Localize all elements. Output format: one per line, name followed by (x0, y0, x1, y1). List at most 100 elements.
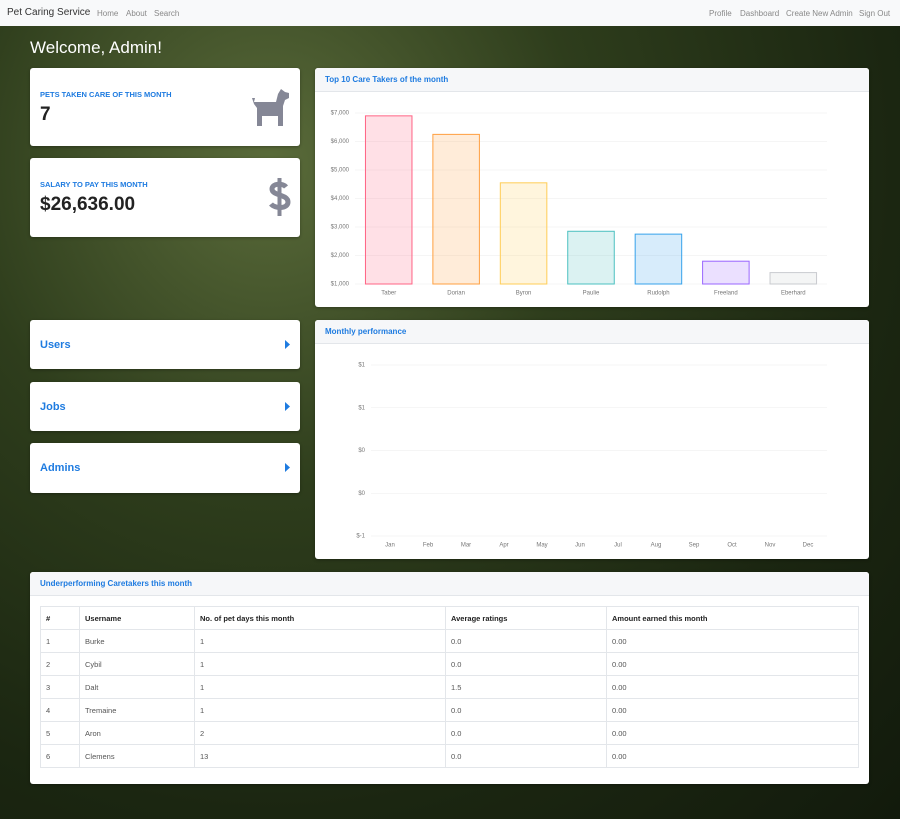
table-card: Underperforming Caretakers this month # U… (30, 572, 869, 784)
x-tick-label: Apr (499, 543, 508, 549)
table-cell: 3 (40, 675, 80, 699)
x-tick-label: Nov (765, 543, 776, 549)
bar (364, 115, 413, 285)
table-cell: 2 (40, 652, 80, 676)
table-row: 5 Aron 2 0.0 0.00 (40, 721, 859, 745)
nav-link[interactable]: About (126, 9, 147, 18)
y-tick-label: $6,000 (331, 139, 350, 145)
stat-card: SALARY TO PAY THIS MONTH $26,636.00 (30, 158, 300, 237)
nav-link[interactable]: Search (154, 9, 180, 18)
table-cell: 1 (194, 698, 446, 722)
y-tick-label: $0 (358, 448, 365, 454)
x-tick-label: Freeland (714, 291, 738, 297)
menu-label[interactable]: Users (40, 339, 71, 351)
menu-label[interactable]: Admins (40, 462, 81, 474)
nav-link[interactable]: Profile (709, 9, 732, 18)
y-tick-label: $0 (358, 491, 365, 497)
table-row: 4 Tremaine 1 0.0 0.00 (40, 698, 859, 722)
column-header: Amount earned this month (606, 606, 859, 630)
table-row: 1 Burke 1 0.0 0.00 (40, 629, 859, 653)
card-header: Top 10 Care Takers of the month (315, 68, 869, 92)
x-tick-label: May (536, 543, 547, 549)
table-cell: 0.0 (445, 721, 607, 745)
x-tick-label: Dec (803, 543, 814, 549)
card-header: Underperforming Caretakers this month (30, 572, 869, 596)
column-header: Username (79, 606, 195, 630)
column-header: Average ratings (445, 606, 607, 630)
column-header: # (40, 606, 80, 630)
x-tick-label: Eberhard (781, 291, 806, 297)
table-cell: 0.00 (606, 652, 859, 676)
chart-title: Monthly performance (325, 327, 407, 336)
menu-label[interactable]: Jobs (40, 401, 66, 413)
menu-card[interactable]: Admins (30, 443, 300, 493)
x-tick-label: Jul (614, 543, 622, 549)
bar (634, 233, 683, 285)
nav-link[interactable]: Dashboard (740, 9, 780, 18)
stat-value: 7 (40, 104, 51, 125)
y-tick-label: $1 (358, 363, 365, 369)
y-tick-label: $7,000 (331, 111, 350, 117)
table-cell: Cybil (79, 652, 195, 676)
x-tick-label: Oct (727, 543, 737, 549)
nav-link[interactable]: Create New Admin (786, 9, 853, 18)
y-tick-label: $4,000 (331, 196, 350, 202)
arrow-icon (285, 402, 290, 411)
table-cell: 5 (40, 721, 80, 745)
y-tick-label: $5,000 (331, 168, 350, 174)
welcome: Welcome, Admin! (30, 38, 162, 57)
stat-label: PETS TAKEN CARE OF THIS MONTH (40, 90, 172, 99)
x-tick-label: Rudolph (647, 291, 669, 297)
table-cell: 0.00 (606, 698, 859, 722)
stat-card: PETS TAKEN CARE OF THIS MONTH 7 (30, 68, 300, 146)
card-header: Monthly performance (315, 320, 869, 344)
table-cell: 1 (194, 675, 446, 699)
table-cell: 0.00 (606, 629, 859, 653)
table-cell: 0.0 (445, 698, 607, 722)
bar (702, 260, 750, 285)
x-tick-label: Sep (689, 543, 700, 549)
x-tick-label: Dorian (447, 291, 465, 297)
y-tick-label: $2,000 (331, 253, 350, 259)
x-tick-label: Byron (516, 291, 532, 297)
table-title: Underperforming Caretakers this month (40, 579, 193, 588)
dog-icon (252, 89, 289, 126)
arrow-icon (285, 463, 290, 472)
x-tick-label: Mar (461, 543, 471, 549)
bar (499, 182, 548, 285)
chart-card: Monthly performance $-1 $0 $0 $1 $1 Jan Feb Mar… (315, 320, 869, 559)
table-row: 6 Clemens 13 0.0 0.00 (40, 744, 859, 768)
table-cell: 0.00 (606, 744, 859, 768)
chart-title: Top 10 Care Takers of the month (325, 75, 449, 84)
navbar: Pet Caring Service Home About Search Pro… (0, 0, 900, 26)
table-cell: 0.00 (606, 675, 859, 699)
table-cell: Aron (79, 721, 195, 745)
y-tick-label: $3,000 (331, 225, 350, 231)
table-cell: 1 (194, 629, 446, 653)
nav-link[interactable]: Sign Out (859, 9, 891, 18)
bar (432, 133, 480, 285)
brand[interactable]: Pet Caring Service (7, 7, 91, 18)
y-tick-label: $1 (358, 405, 365, 411)
x-tick-label: Paulie (583, 291, 600, 297)
table-cell: 0.00 (606, 721, 859, 745)
x-tick-label: Feb (423, 543, 434, 549)
table-cell: 2 (194, 721, 446, 745)
table-cell: 1.5 (445, 675, 607, 699)
x-tick-label: Jun (575, 543, 585, 549)
bar-chart: $1,000 $2,000 $3,000 $4,000 $5,000 $6,000 $7,0… (331, 111, 827, 297)
table-cell: 1 (194, 652, 446, 676)
dollar-icon (269, 178, 291, 216)
table-cell: 13 (194, 744, 446, 768)
table-cell: 6 (40, 744, 80, 768)
menu-card[interactable]: Users (30, 320, 300, 369)
table-cell: 0.0 (445, 652, 607, 676)
column-header: No. of pet days this month (194, 606, 446, 630)
menu-card[interactable]: Jobs (30, 382, 300, 431)
table-cell: 0.0 (445, 629, 607, 653)
header-row: # Username No. of pet days this month Avera… (40, 606, 859, 630)
nav-link[interactable]: Home (97, 9, 119, 18)
x-tick-label: Taber (381, 291, 396, 297)
line-chart: $-1 $0 $0 $1 $1 Jan Feb Mar Apr May Jun Jul Aug Sep Oc… (356, 363, 827, 549)
